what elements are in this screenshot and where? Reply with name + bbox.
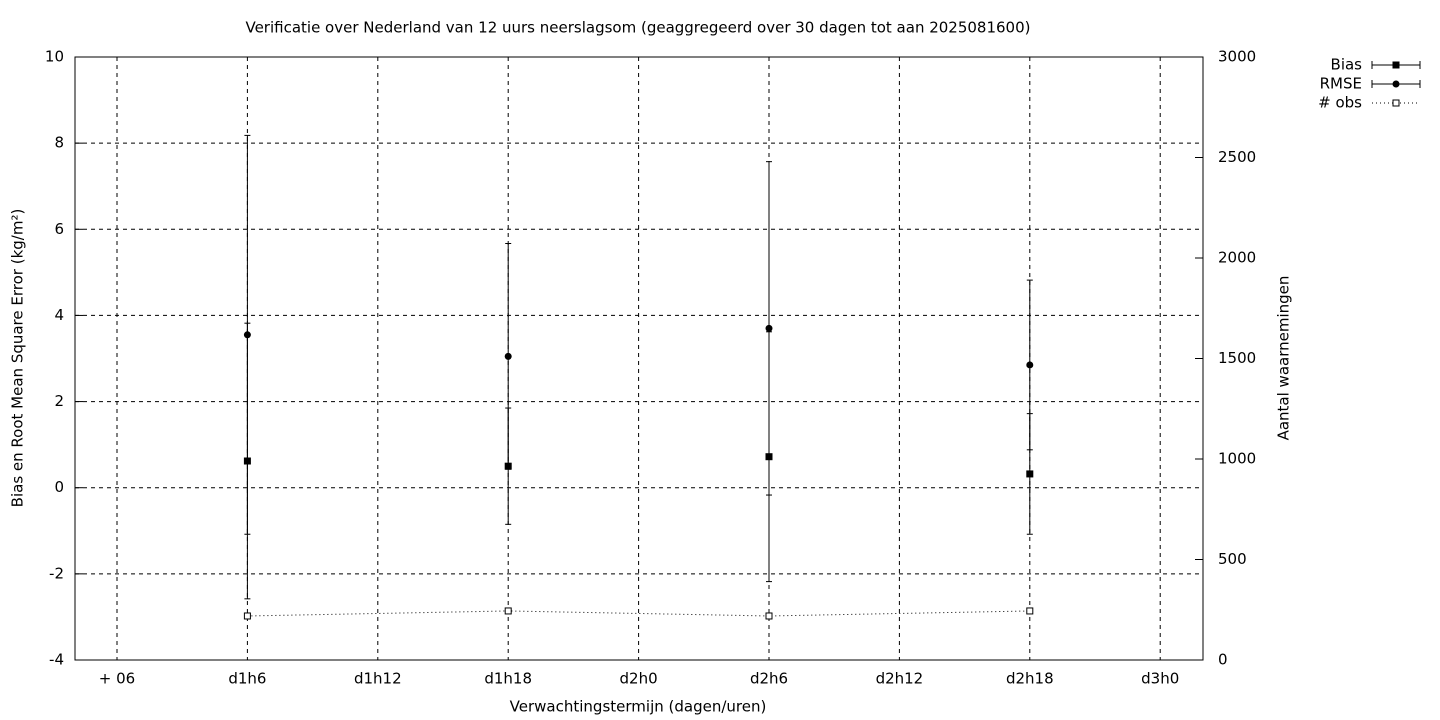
y-tick-label: -4 (49, 651, 64, 669)
x-tick-label: d2h0 (620, 670, 658, 688)
x-tick-label: + 06 (99, 670, 135, 688)
y2-axis-label: Aantal waarnemingen (1275, 276, 1293, 441)
marker (765, 612, 773, 620)
marker (1026, 470, 1034, 478)
plot-border (74, 56, 1204, 661)
marker (1026, 361, 1034, 369)
marker (1392, 80, 1400, 88)
x-tick-label: d1h6 (228, 670, 266, 688)
y2-tick-label: 2000 (1218, 249, 1256, 267)
y-axis-label: Bias en Root Mean Square Error (kg/m²) (9, 209, 27, 508)
y-tick-label: 8 (54, 134, 64, 152)
y-tick-label: 6 (54, 220, 64, 238)
x-tick-label: d2h12 (876, 670, 924, 688)
marker (1392, 61, 1400, 69)
y2-tick-label: 1000 (1218, 450, 1256, 468)
x-tick-label: d1h12 (354, 670, 402, 688)
marker (1392, 99, 1400, 107)
y2-tick-label: 0 (1218, 651, 1228, 669)
marker (504, 352, 512, 360)
x-tick-label: d2h18 (1006, 670, 1054, 688)
chart-title: Verificatie over Nederland van 12 uurs n… (245, 19, 1030, 37)
x-tick-label: d1h18 (484, 670, 532, 688)
y-tick-label: -2 (49, 564, 64, 582)
y-tick-label: 2 (54, 392, 64, 410)
y2-tick-label: 3000 (1218, 48, 1256, 66)
marker (1026, 607, 1034, 615)
marker (243, 612, 251, 620)
y-tick-label: 10 (45, 48, 64, 66)
y2-tick-label: 500 (1218, 550, 1247, 568)
y2-tick-label: 2500 (1218, 148, 1256, 166)
y-tick-label: 0 (54, 478, 64, 496)
marker (504, 607, 512, 615)
legend-label: # obs (1318, 94, 1362, 112)
legend-label: Bias (1331, 56, 1363, 74)
x-tick-label: d3h0 (1141, 670, 1179, 688)
line (247, 610, 1030, 617)
y-tick-label: 4 (54, 306, 64, 324)
x-axis-label: Verwachtingstermijn (dagen/uren) (510, 698, 767, 716)
x-tick-label: d2h6 (750, 670, 788, 688)
marker (765, 324, 773, 332)
y2-tick-label: 1500 (1218, 349, 1256, 367)
marker (243, 331, 251, 339)
legend-label: RMSE (1320, 75, 1362, 93)
